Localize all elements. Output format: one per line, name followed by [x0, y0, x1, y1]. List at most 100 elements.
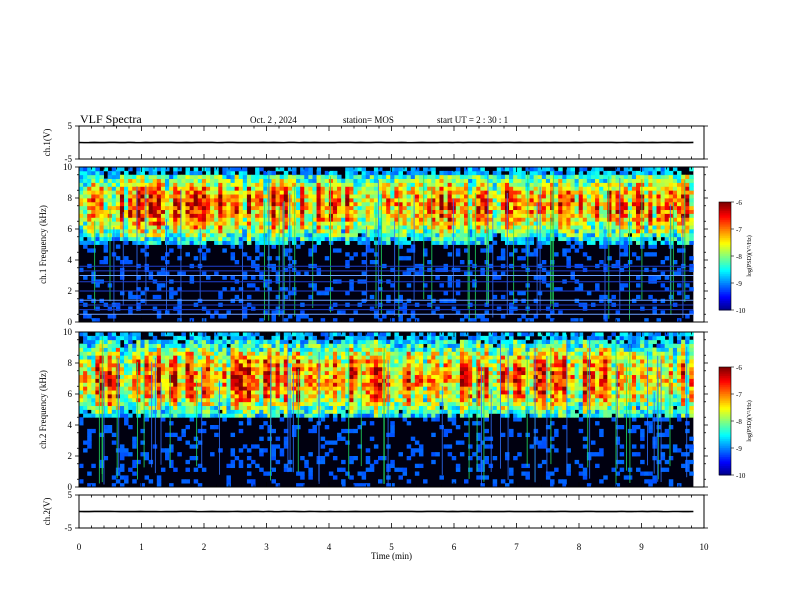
- colorbar-segment: [719, 453, 731, 456]
- colorbar-segment: [719, 248, 731, 252]
- colorbar-segment: [719, 261, 731, 264]
- colorbar-segment: [719, 467, 731, 471]
- colorbar-segment: [719, 270, 731, 273]
- y-tick-label: 4: [68, 255, 73, 265]
- colorbar-segment: [719, 390, 731, 393]
- colorbar-segment: [719, 394, 731, 397]
- colorbar-segment: [719, 275, 731, 279]
- colorbar-segment: [719, 473, 731, 476]
- figure-title: VLF Spectra: [80, 112, 142, 126]
- colorbar-tick-label: -9: [736, 280, 742, 288]
- y-tick-label: 4: [68, 420, 73, 430]
- x-tick-label: 6: [452, 542, 457, 552]
- colorbar-segment: [719, 225, 731, 228]
- colorbar-segment: [719, 471, 731, 474]
- x-tick-label: 5: [389, 542, 394, 552]
- colorbar-segment: [719, 259, 731, 262]
- x-tick-label: 7: [514, 542, 519, 552]
- colorbar-segment: [719, 279, 731, 282]
- colorbar-segment: [719, 410, 731, 413]
- x-tick-label: 1: [139, 542, 144, 552]
- y-tick-label: 5: [68, 121, 73, 131]
- colorbar-segment: [719, 408, 731, 411]
- colorbar-segment: [719, 234, 731, 237]
- colorbar-segment: [719, 428, 731, 431]
- colorbar-segment: [719, 444, 731, 447]
- colorbar-segment: [719, 431, 731, 435]
- colorbar-segment: [719, 274, 731, 277]
- y-tick-label: 6: [68, 389, 73, 399]
- x-tick-label: 2: [202, 542, 207, 552]
- colorbar-segment: [719, 221, 731, 225]
- colorbar-segment: [719, 288, 731, 291]
- colorbar-tick-label: -7: [736, 226, 742, 234]
- colorbar-segment: [719, 424, 731, 427]
- colorbar-segment: [719, 306, 731, 309]
- colorbar-segment: [719, 283, 731, 286]
- colorbar-segment: [719, 374, 731, 377]
- colorbar-segment: [719, 220, 731, 223]
- y-tick-label: 2: [68, 451, 73, 461]
- colorbar-segment: [719, 417, 731, 420]
- colorbar-segment: [719, 250, 731, 253]
- date-label: Oct. 2 , 2024: [250, 115, 297, 125]
- station-label: station= MOS: [343, 115, 394, 125]
- colorbar-segment: [719, 230, 731, 234]
- colorbar-segment: [719, 462, 731, 465]
- start-time-label: start UT = 2 : 30 : 1: [437, 115, 509, 125]
- colorbar-segment: [719, 412, 731, 415]
- colorbar-segment: [719, 419, 731, 422]
- y-tick-label: -5: [65, 154, 73, 164]
- panel-3: 10 8 6 4 2 0 ch.2 Frequency (kHz): [38, 327, 708, 492]
- x-tick-label: 9: [639, 542, 644, 552]
- colorbar-segment: [719, 370, 731, 373]
- colorbar-tick-label: -8: [736, 253, 742, 261]
- colorbar-tick-label: -8: [736, 418, 742, 426]
- colorbar-segment: [719, 376, 731, 379]
- colorbar-segment: [719, 430, 731, 433]
- colorbar-segment: [719, 245, 731, 248]
- y-tick-label: 10: [63, 327, 73, 337]
- colorbar-segment: [719, 265, 731, 268]
- colorbar-segment: [719, 207, 731, 210]
- colorbar-segment: [719, 466, 731, 469]
- colorbar-label: log(PSD)(V²/Hz): [746, 400, 753, 441]
- colorbar-segment: [719, 433, 731, 436]
- colorbar-segment: [719, 299, 731, 302]
- colorbar-segment: [719, 385, 731, 388]
- colorbar-segment: [719, 272, 731, 275]
- y-tick-label: 0: [68, 317, 73, 327]
- colorbar-segment: [719, 302, 731, 306]
- colorbar-segment: [719, 372, 731, 375]
- colorbar-segment: [719, 446, 731, 449]
- colorbar-segment: [719, 236, 731, 239]
- colorbar-ch1: -6 -7 -8 -9 -10 log(PSD)(V²/Hz): [718, 199, 753, 315]
- x-axis-label: Time (min): [371, 551, 412, 561]
- colorbar-segment: [719, 383, 731, 386]
- colorbar-segment: [719, 413, 731, 417]
- colorbar-tick-label: -7: [736, 391, 742, 399]
- colorbar-segment: [719, 266, 731, 270]
- panel-1: 5 -5 ch.1(V): [42, 121, 708, 164]
- colorbar-segment: [719, 241, 731, 244]
- colorbar-segment: [719, 401, 731, 404]
- colorbar-segment: [719, 399, 731, 402]
- colorbar-segment: [719, 209, 731, 212]
- colorbar-segment: [719, 257, 731, 261]
- y-tick-label: -5: [65, 523, 73, 533]
- colorbar-segment: [719, 437, 731, 440]
- y-tick-label: 0: [68, 482, 73, 492]
- y-axis-label: ch.1 Frequency (kHz): [38, 205, 48, 284]
- colorbar-segment: [719, 263, 731, 266]
- colorbar-segment: [719, 460, 731, 463]
- colorbar-segment: [719, 254, 731, 257]
- colorbar-segment: [719, 227, 731, 230]
- colorbar-segment: [719, 440, 731, 444]
- colorbar-segment: [719, 243, 731, 246]
- colorbar-segment: [719, 212, 731, 216]
- colorbar-tick-label: -6: [736, 364, 742, 372]
- spectrogram-cells: [79, 167, 694, 323]
- y-tick-label: 5: [68, 490, 73, 500]
- colorbar-segment: [719, 439, 731, 442]
- y-tick-label: 10: [63, 162, 73, 172]
